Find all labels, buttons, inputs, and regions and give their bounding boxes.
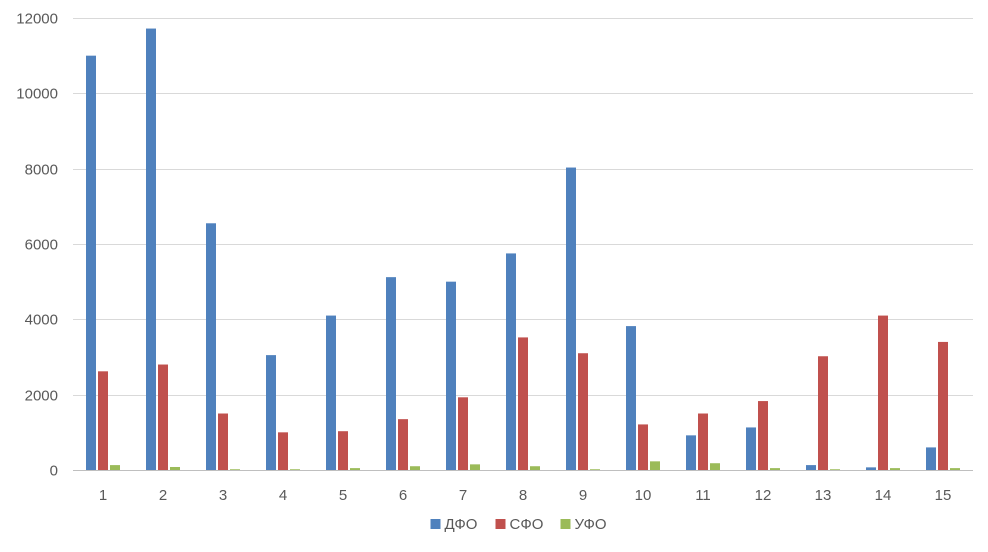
bar-СФО-14	[878, 315, 888, 470]
bar-ДФО-12	[746, 427, 756, 470]
bar-СФО-4	[278, 432, 288, 470]
y-tick-label: 4000	[25, 312, 58, 329]
y-tick-label: 8000	[25, 162, 58, 179]
y-tick-label: 12000	[16, 11, 58, 28]
bar-СФО-3	[218, 413, 228, 470]
bar-СФО-1	[98, 371, 108, 470]
x-tick-label: 4	[279, 487, 287, 504]
y-tick-label: 0	[50, 463, 58, 480]
bar-ДФО-13	[806, 465, 816, 470]
bar-СФО-6	[398, 419, 408, 470]
x-tick-label: 6	[399, 487, 407, 504]
bar-ДФО-3	[206, 223, 216, 470]
bar-СФО-13	[818, 356, 828, 470]
bar-ДФО-14	[866, 467, 876, 470]
bar-ДФО-15	[926, 447, 936, 470]
y-tick-label: 6000	[25, 237, 58, 254]
x-tick-label: 3	[219, 487, 227, 504]
x-tick-label: 8	[519, 487, 527, 504]
legend: ДФО СФО УФО	[430, 516, 607, 533]
legend-label: ДФО	[445, 516, 478, 533]
bar-ДФО-5	[326, 315, 336, 470]
bar-УФО-8	[530, 466, 540, 470]
bar-СФО-2	[158, 364, 168, 470]
x-tick-label: 12	[755, 487, 772, 504]
bar-УФО-5	[350, 468, 360, 470]
x-tick-label: 2	[159, 487, 167, 504]
bar-ДФО-10	[626, 326, 636, 470]
legend-swatch-СФО	[495, 519, 506, 529]
x-tick-label: 5	[339, 487, 347, 504]
y-tick-label: 2000	[25, 388, 58, 405]
bar-ДФО-2	[146, 28, 156, 471]
bar-УФО-3	[230, 469, 240, 470]
bar-СФО-5	[338, 431, 348, 470]
bar-УФО-12	[770, 468, 780, 470]
bar-СФО-9	[578, 353, 588, 470]
bar-СФО-12	[758, 401, 768, 470]
x-tick-label: 15	[935, 487, 952, 504]
bar-УФО-6	[410, 466, 420, 470]
bar-ДФО-6	[386, 277, 396, 470]
bar-УФО-4	[290, 469, 300, 470]
bar-СФО-7	[458, 397, 468, 470]
x-tick-label: 1	[99, 487, 107, 504]
y-tick-label: 10000	[16, 86, 58, 103]
bar-СФО-10	[638, 424, 648, 470]
x-tick-label: 10	[635, 487, 652, 504]
bar-ДФО-1	[86, 55, 96, 471]
bars	[86, 28, 960, 471]
bar-СФО-8	[518, 337, 528, 470]
bar-УФО-9	[590, 469, 600, 470]
bar-ДФО-11	[686, 435, 696, 470]
bar-УФО-11	[710, 463, 720, 470]
x-tick-label: 9	[579, 487, 587, 504]
legend-swatch-УФО	[560, 519, 571, 529]
x-tick-label: 7	[459, 487, 467, 504]
bar-УФО-1	[110, 465, 120, 470]
bar-УФО-10	[650, 461, 660, 470]
legend-swatch-ДФО	[430, 519, 441, 529]
x-tick-label: 11	[695, 487, 711, 504]
bar-ДФО-7	[446, 281, 456, 470]
bar-ДФО-9	[566, 167, 576, 471]
bar-СФО-11	[698, 413, 708, 470]
bar-ДФО-4	[266, 355, 276, 470]
bar-УФО-7	[470, 464, 480, 470]
x-tick-label: 14	[875, 487, 892, 504]
bar-УФО-15	[950, 468, 960, 470]
bar-СФО-15	[938, 341, 948, 470]
legend-label: УФО	[575, 516, 607, 533]
legend-label: СФО	[510, 516, 544, 533]
x-tick-label: 13	[815, 487, 832, 504]
bar-УФО-14	[890, 468, 900, 470]
bar-УФО-2	[170, 466, 180, 470]
bar-ДФО-8	[506, 253, 516, 470]
bar-УФО-13	[830, 469, 840, 470]
